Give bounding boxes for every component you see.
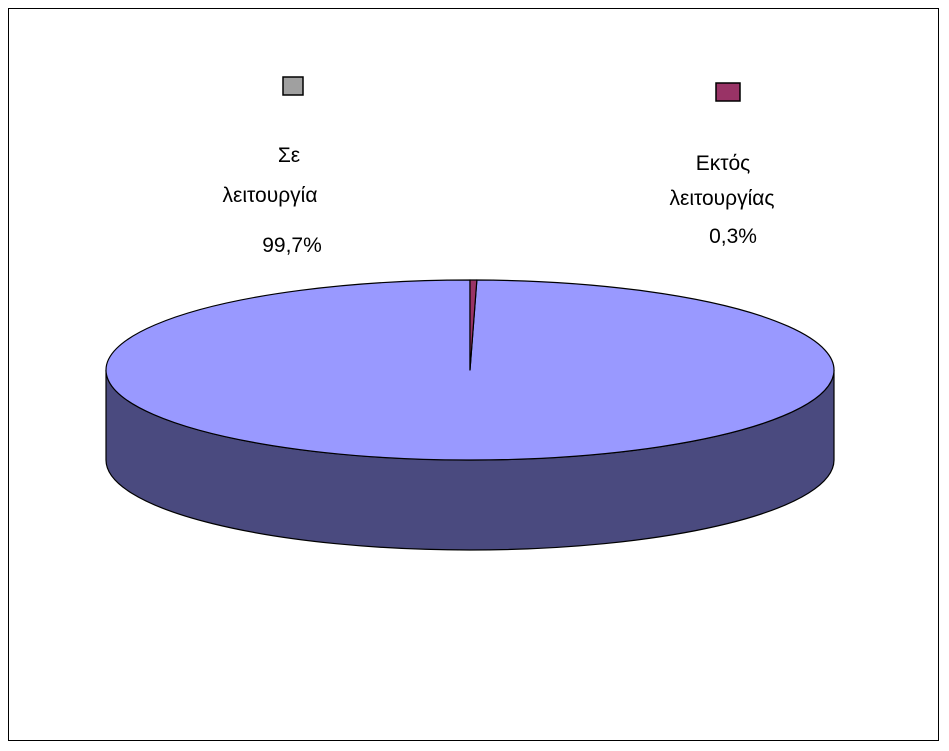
value-label-out-of-operation: 0,3% (709, 225, 757, 248)
value-label-in-operation: 99,7% (262, 234, 322, 257)
label-line-2-in-operation: λειτουργία (223, 184, 318, 207)
pie-chart: Σε λειτουργία 99,7% Εκτός λειτουργίας 0,… (105, 76, 835, 551)
pie-slice-out-of-operation (469, 279, 478, 371)
label-line-1-out-of-operation: Εκτός (696, 152, 751, 175)
label-line-2-out-of-operation: λειτουργίας (669, 187, 774, 210)
label-line-1-in-operation: Σε (278, 144, 300, 167)
legend-swatch-in-operation (282, 76, 304, 96)
legend-swatch-out-of-operation (715, 82, 741, 102)
pie-body (105, 279, 835, 551)
chart-frame: Σε λειτουργία 99,7% Εκτός λειτουργίας 0,… (8, 8, 939, 741)
